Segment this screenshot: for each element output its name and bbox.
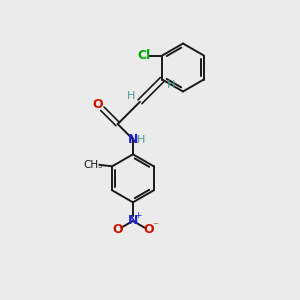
- Text: H: H: [167, 80, 175, 90]
- Text: +: +: [134, 211, 142, 220]
- Text: Cl: Cl: [137, 49, 150, 62]
- Text: ⁻: ⁻: [152, 221, 158, 231]
- Text: O: O: [93, 98, 104, 111]
- Text: H: H: [137, 135, 146, 145]
- Text: H: H: [128, 92, 136, 101]
- Text: O: O: [112, 224, 123, 236]
- Text: CH₃: CH₃: [83, 160, 102, 170]
- Text: N: N: [128, 133, 138, 146]
- Text: O: O: [143, 224, 154, 236]
- Text: N: N: [128, 214, 138, 227]
